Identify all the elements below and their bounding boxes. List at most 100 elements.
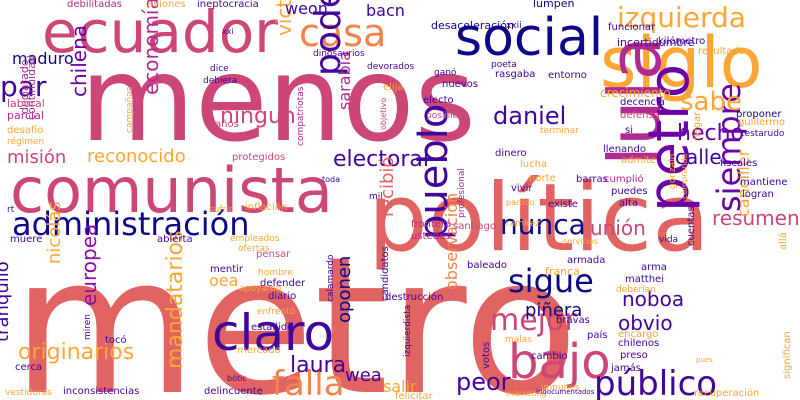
cloud-word: mantiene	[740, 177, 788, 188]
cloud-word: alta	[619, 198, 638, 209]
cloud-word: armada	[567, 255, 605, 266]
cloud-word: sabe	[680, 87, 742, 117]
cloud-word: casa	[299, 11, 386, 55]
cloud-word: dinosaurios	[313, 49, 365, 59]
cloud-word: entorno	[548, 70, 587, 81]
cloud-word: ustedes	[411, 231, 450, 242]
cloud-word: régimen	[7, 136, 44, 147]
cloud-word: testarudo	[741, 129, 785, 139]
cloud-word: oponen	[334, 256, 355, 323]
cloud-word: puedes	[611, 186, 648, 197]
cloud-word: funcionar	[608, 22, 656, 33]
cloud-word: mejor	[490, 303, 577, 338]
cloud-word: nunca	[500, 208, 586, 241]
cloud-word: sufrir	[209, 205, 233, 215]
cloud-word: resumen	[712, 206, 800, 230]
cloud-word: menos	[80, 30, 476, 168]
cloud-word: vivir	[511, 183, 533, 194]
cloud-word: objetivo	[379, 98, 388, 130]
cloud-word: social	[455, 8, 603, 68]
cloud-word: ningun	[220, 104, 296, 129]
cloud-word: partido	[506, 198, 535, 207]
cloud-word: bravas	[556, 315, 590, 326]
cloud-word: xxii	[506, 21, 522, 31]
cloud-word: cuentas	[686, 206, 697, 246]
cloud-word: resultado	[698, 46, 745, 57]
cloud-word: poeta	[491, 60, 517, 70]
cloud-word: bajo	[508, 334, 611, 390]
cloud-word: matthei	[625, 274, 664, 285]
cloud-word: electoral	[333, 147, 429, 172]
cloud-word: cerca	[15, 362, 42, 373]
cloud-word: admite	[621, 155, 656, 166]
cloud-word: felicitar	[395, 391, 434, 400]
cloud-word: piñera	[525, 300, 582, 321]
cloud-word: ramírez	[506, 219, 541, 229]
cloud-word: impunes	[541, 383, 580, 393]
cloud-word: rt	[7, 205, 15, 215]
cloud-word: compatriotas	[296, 86, 306, 146]
cloud-word: preso	[620, 350, 648, 361]
cloud-word: muere	[10, 234, 42, 245]
cloud-word: unión	[590, 216, 646, 240]
cloud-word: fiscales	[720, 158, 757, 169]
cloud-word: hecho	[677, 121, 744, 146]
cloud-word: reconocido	[87, 146, 186, 167]
cloud-word: existe	[548, 199, 578, 210]
cloud-word: europea	[77, 224, 101, 306]
cloud-word: lula	[593, 36, 677, 166]
cloud-word: rasgaba	[495, 69, 535, 80]
cloud-word: tocó	[105, 334, 127, 346]
cloud-word: continuidad	[25, 55, 38, 120]
cloud-word: canciller	[734, 149, 753, 217]
cloud-word: ineptocracia	[197, 0, 259, 10]
cloud-word: xxi	[222, 27, 234, 36]
cloud-word: victoria	[272, 0, 296, 36]
cloud-word: desaceleración	[431, 19, 514, 32]
cloud-word: años	[215, 119, 239, 130]
cloud-word: mandatarios	[163, 231, 188, 370]
cloud-word: allá	[777, 232, 789, 250]
cloud-word: lumpen	[533, 0, 574, 10]
cloud-word: par	[0, 70, 47, 103]
cloud-word: indocumentados	[536, 388, 595, 396]
cloud-word: pueblo	[411, 104, 457, 240]
cloud-word: mercado	[237, 345, 281, 356]
cloud-word: nuevos	[442, 79, 478, 90]
cloud-word: kilómetro	[658, 35, 705, 47]
cloud-word: izquierdista	[403, 305, 413, 357]
cloud-word: mil	[369, 192, 383, 202]
cloud-word: aviones	[147, 0, 186, 10]
cloud-word: llenando	[603, 144, 646, 155]
cloud-word: maduro	[12, 49, 74, 68]
cloud-word: bacn	[366, 1, 405, 20]
cloud-word: servicios	[563, 237, 598, 246]
cloud-word: chilenos	[618, 338, 659, 349]
cloud-word: marketing	[506, 389, 547, 398]
cloud-word: mentir	[210, 264, 244, 275]
cloud-word: dice	[210, 64, 229, 74]
cloud-word: wea	[345, 365, 382, 386]
cloud-word: proponer	[736, 109, 782, 120]
cloud-word: santiago	[453, 221, 496, 232]
cloud-word: cambio	[531, 351, 568, 362]
cloud-word: gonzalo	[668, 153, 678, 189]
cloud-word: terminar	[540, 126, 579, 136]
cloud-word: apoyaron	[239, 284, 281, 294]
cloud-word: inconsistencias	[63, 386, 139, 397]
cloud-word: tranquilo	[0, 261, 13, 342]
cloud-word: siglo	[600, 22, 763, 104]
cloud-word: weon	[285, 0, 328, 18]
cloud-word: política	[368, 164, 710, 273]
cloud-word: destrucción	[385, 291, 443, 303]
cloud-word: campañas	[125, 86, 135, 133]
cloud-word: originarios	[18, 340, 134, 365]
cloud-word: jamás	[610, 362, 641, 374]
cloud-word: desafío	[7, 124, 43, 136]
cloud-word: vestiduras	[5, 388, 52, 398]
cloud-word: malas	[505, 335, 532, 345]
cloud-word: toda	[322, 175, 340, 184]
cloud-word: abierta	[157, 234, 193, 245]
cloud-word: defender	[260, 278, 306, 289]
